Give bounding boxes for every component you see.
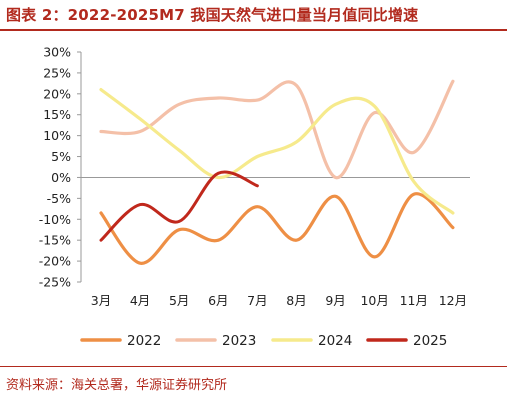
x-tick-label: 6月: [208, 293, 228, 308]
x-tick-label: 12月: [439, 293, 467, 308]
y-tick-label: 20%: [43, 86, 71, 101]
x-tick-label: 10月: [360, 293, 388, 308]
legend-label-2022: 2022: [127, 333, 161, 349]
series-line-2022: [99, 192, 455, 265]
series-line-2025: [99, 170, 259, 242]
y-tick-label: 30%: [43, 45, 71, 60]
y-tick-label: 15%: [43, 107, 71, 122]
chart-series: [99, 79, 455, 265]
y-tick-label: -25%: [39, 275, 71, 290]
y-tick-label: 10%: [43, 128, 71, 143]
title-divider: [0, 29, 507, 31]
y-tick-label: 5%: [51, 149, 71, 164]
x-tick-label: 5月: [169, 293, 189, 308]
y-tick-label: 0%: [51, 170, 71, 185]
legend-label-2024: 2024: [318, 333, 352, 349]
legend-label-2023: 2023: [222, 333, 256, 349]
chart-title: 图表 2：2022-2025M7 我国天然气进口量当月值同比增速: [6, 6, 419, 24]
footer-divider: [0, 366, 507, 367]
x-tick-label: 9月: [325, 293, 345, 308]
x-tick-label: 3月: [91, 293, 111, 308]
y-tick-label: -15%: [39, 233, 71, 248]
source-note: 资料来源：海关总署，华源证券研究所: [6, 378, 228, 393]
series-line-2023: [99, 79, 455, 180]
y-tick-label: -5%: [47, 191, 71, 206]
y-tick-label: -10%: [39, 212, 71, 227]
x-tick-label: 8月: [286, 293, 306, 308]
x-tick-label: 7月: [247, 293, 267, 308]
legend-label-2025: 2025: [413, 333, 447, 349]
series-line-2024: [99, 88, 455, 215]
x-tick-label: 11月: [400, 293, 428, 308]
y-tick-label: 25%: [43, 65, 71, 80]
y-tick-label: -20%: [39, 254, 71, 269]
x-tick-label: 4月: [130, 293, 150, 308]
chart-legend: 2022 2023 2024 2025: [80, 333, 447, 349]
chart-axes: -25% -20% -15% -10% -5% 0% 5% 10% 15% 20% 25% 30% 3月…: [39, 45, 470, 308]
